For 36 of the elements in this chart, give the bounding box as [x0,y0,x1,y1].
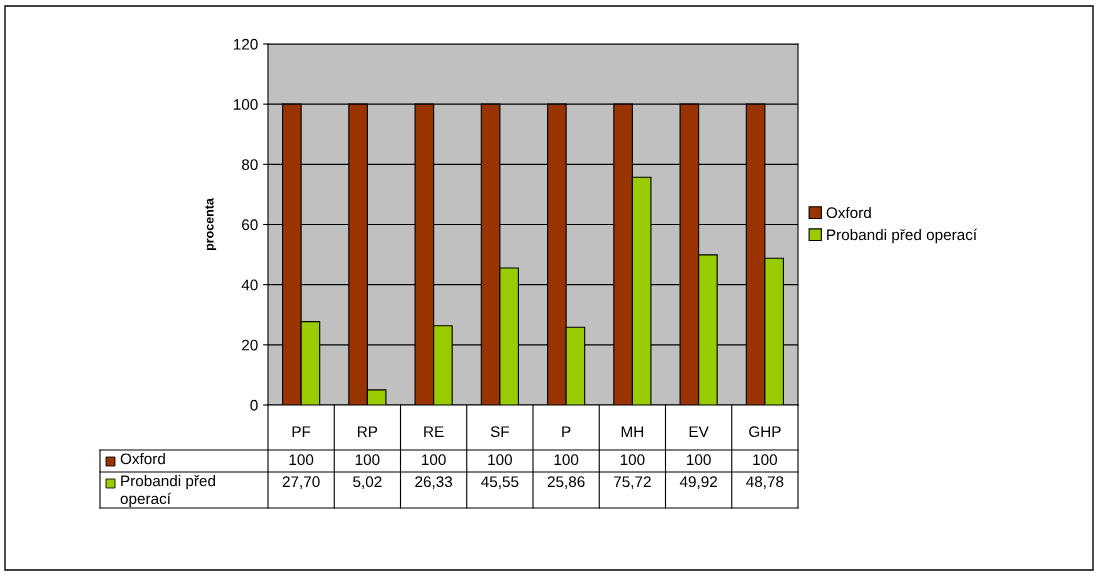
y-tick-label: 0 [250,399,258,411]
data-label: 100 [620,454,645,466]
x-tick-label: PF [292,426,311,437]
legend-label: Oxford [826,206,871,219]
data-label: 5,02 [353,476,382,489]
data-label: 100 [422,454,446,466]
y-tick-label: 40 [241,279,258,291]
data-label: 26,33 [415,476,453,489]
data-label: 48,78 [746,476,784,489]
data-label: 25,86 [547,476,585,489]
x-tick-label: EV [689,426,709,437]
data-label: 75,72 [614,476,651,489]
data-label: 49,92 [679,476,717,489]
y-tick-label: 100 [233,99,258,110]
y-tick-label: 20 [242,339,258,351]
x-tick-label: SF [490,426,510,438]
data-label: 100 [289,454,314,466]
data-label: 100 [554,454,579,466]
y-tick-label: 60 [242,219,258,231]
x-tick-label: RP [358,426,378,437]
x-tick-label: P [562,426,571,437]
data-label: 45,55 [481,476,519,489]
legend-label: Probandi před operací [827,228,978,244]
data-label: 100 [355,454,380,466]
y-tick-label: 120 [233,38,258,50]
data-label: 27,70 [282,476,320,489]
y-tick-label: 80 [241,159,258,171]
data-label: 100 [488,454,513,466]
text: Oxford [120,453,165,465]
x-tick-label: MH [621,426,644,437]
y-axis-title: procenta [205,198,217,251]
data-label: 100 [753,454,778,466]
data-label: 100 [687,454,711,466]
text: Probandi před operací [120,475,215,508]
x-tick-label: RE [424,426,444,437]
x-tick-label: GHP [749,426,781,438]
